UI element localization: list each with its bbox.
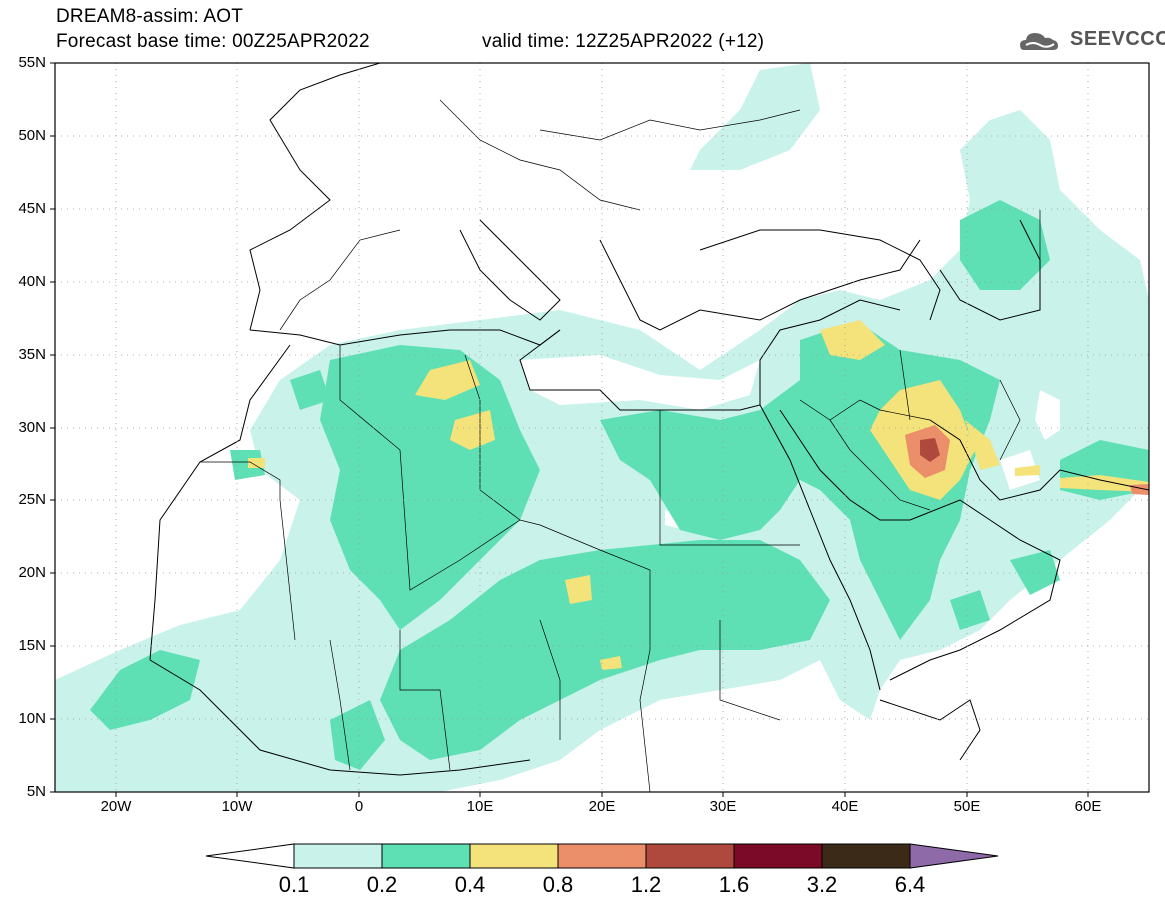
lat-label: 15N [18,637,46,654]
lat-label: 20N [18,564,46,581]
lon-label: 0 [354,798,364,815]
aot-level-1.2 [920,438,940,462]
colorbar-low-arrow [205,843,295,869]
colorbar-label: 0.4 [454,872,486,897]
lon-label: 20W [100,798,132,815]
axis-ticks [50,62,1089,797]
colorbar-label: 3.2 [806,872,838,897]
colorbar-label: 0.1 [278,872,310,897]
colorbar-high-arrow [909,843,999,869]
lon-label: 50E [953,798,981,815]
country-borders [200,99,1041,792]
colorbar-segment [469,843,559,869]
lat-label: 40N [18,273,46,290]
coastlines [149,63,1149,776]
lon-label: 10W [221,798,253,815]
lat-label: 30N [18,419,46,436]
lat-label: 10N [18,710,46,727]
colorbar-label: 0.2 [366,872,398,897]
lon-label: 60E [1074,798,1102,815]
colorbar-segment [293,843,383,869]
valid-time: valid time: 12Z25APR2022 (+12) [482,31,765,52]
colorbar-label: 1.2 [630,872,662,897]
aot-level-0.1 [55,63,1149,792]
lat-label: 55N [18,54,46,71]
lon-label: 10E [466,798,494,815]
forecast-base-time: Forecast base time: 00Z25APR2022 [56,31,370,52]
lat-label: 50N [18,127,46,144]
logo-text: SEEVCCC [1070,28,1165,50]
map-title: DREAM8-assim: AOT [56,6,244,27]
lat-label: 45N [18,200,46,217]
lon-label: 30E [709,798,737,815]
grid-lines [55,63,1149,792]
colorbar [205,843,999,869]
colorbar-label: 6.4 [894,872,926,897]
lat-label: 25N [18,491,46,508]
colorbar-segment [381,843,471,869]
cloud-logo-icon [1020,33,1058,50]
colorbar-segment [821,843,911,869]
lon-label: 20E [588,798,616,815]
colorbar-label: 1.6 [718,872,750,897]
colorbar-segment [557,843,647,869]
lat-label: 5N [26,783,46,800]
lat-label: 35N [18,346,46,363]
colorbar-segment [733,843,823,869]
colorbar-label: 0.8 [542,872,574,897]
colorbar-segment [645,843,735,869]
lon-label: 40E [831,798,859,815]
aot-shading [55,63,1149,792]
